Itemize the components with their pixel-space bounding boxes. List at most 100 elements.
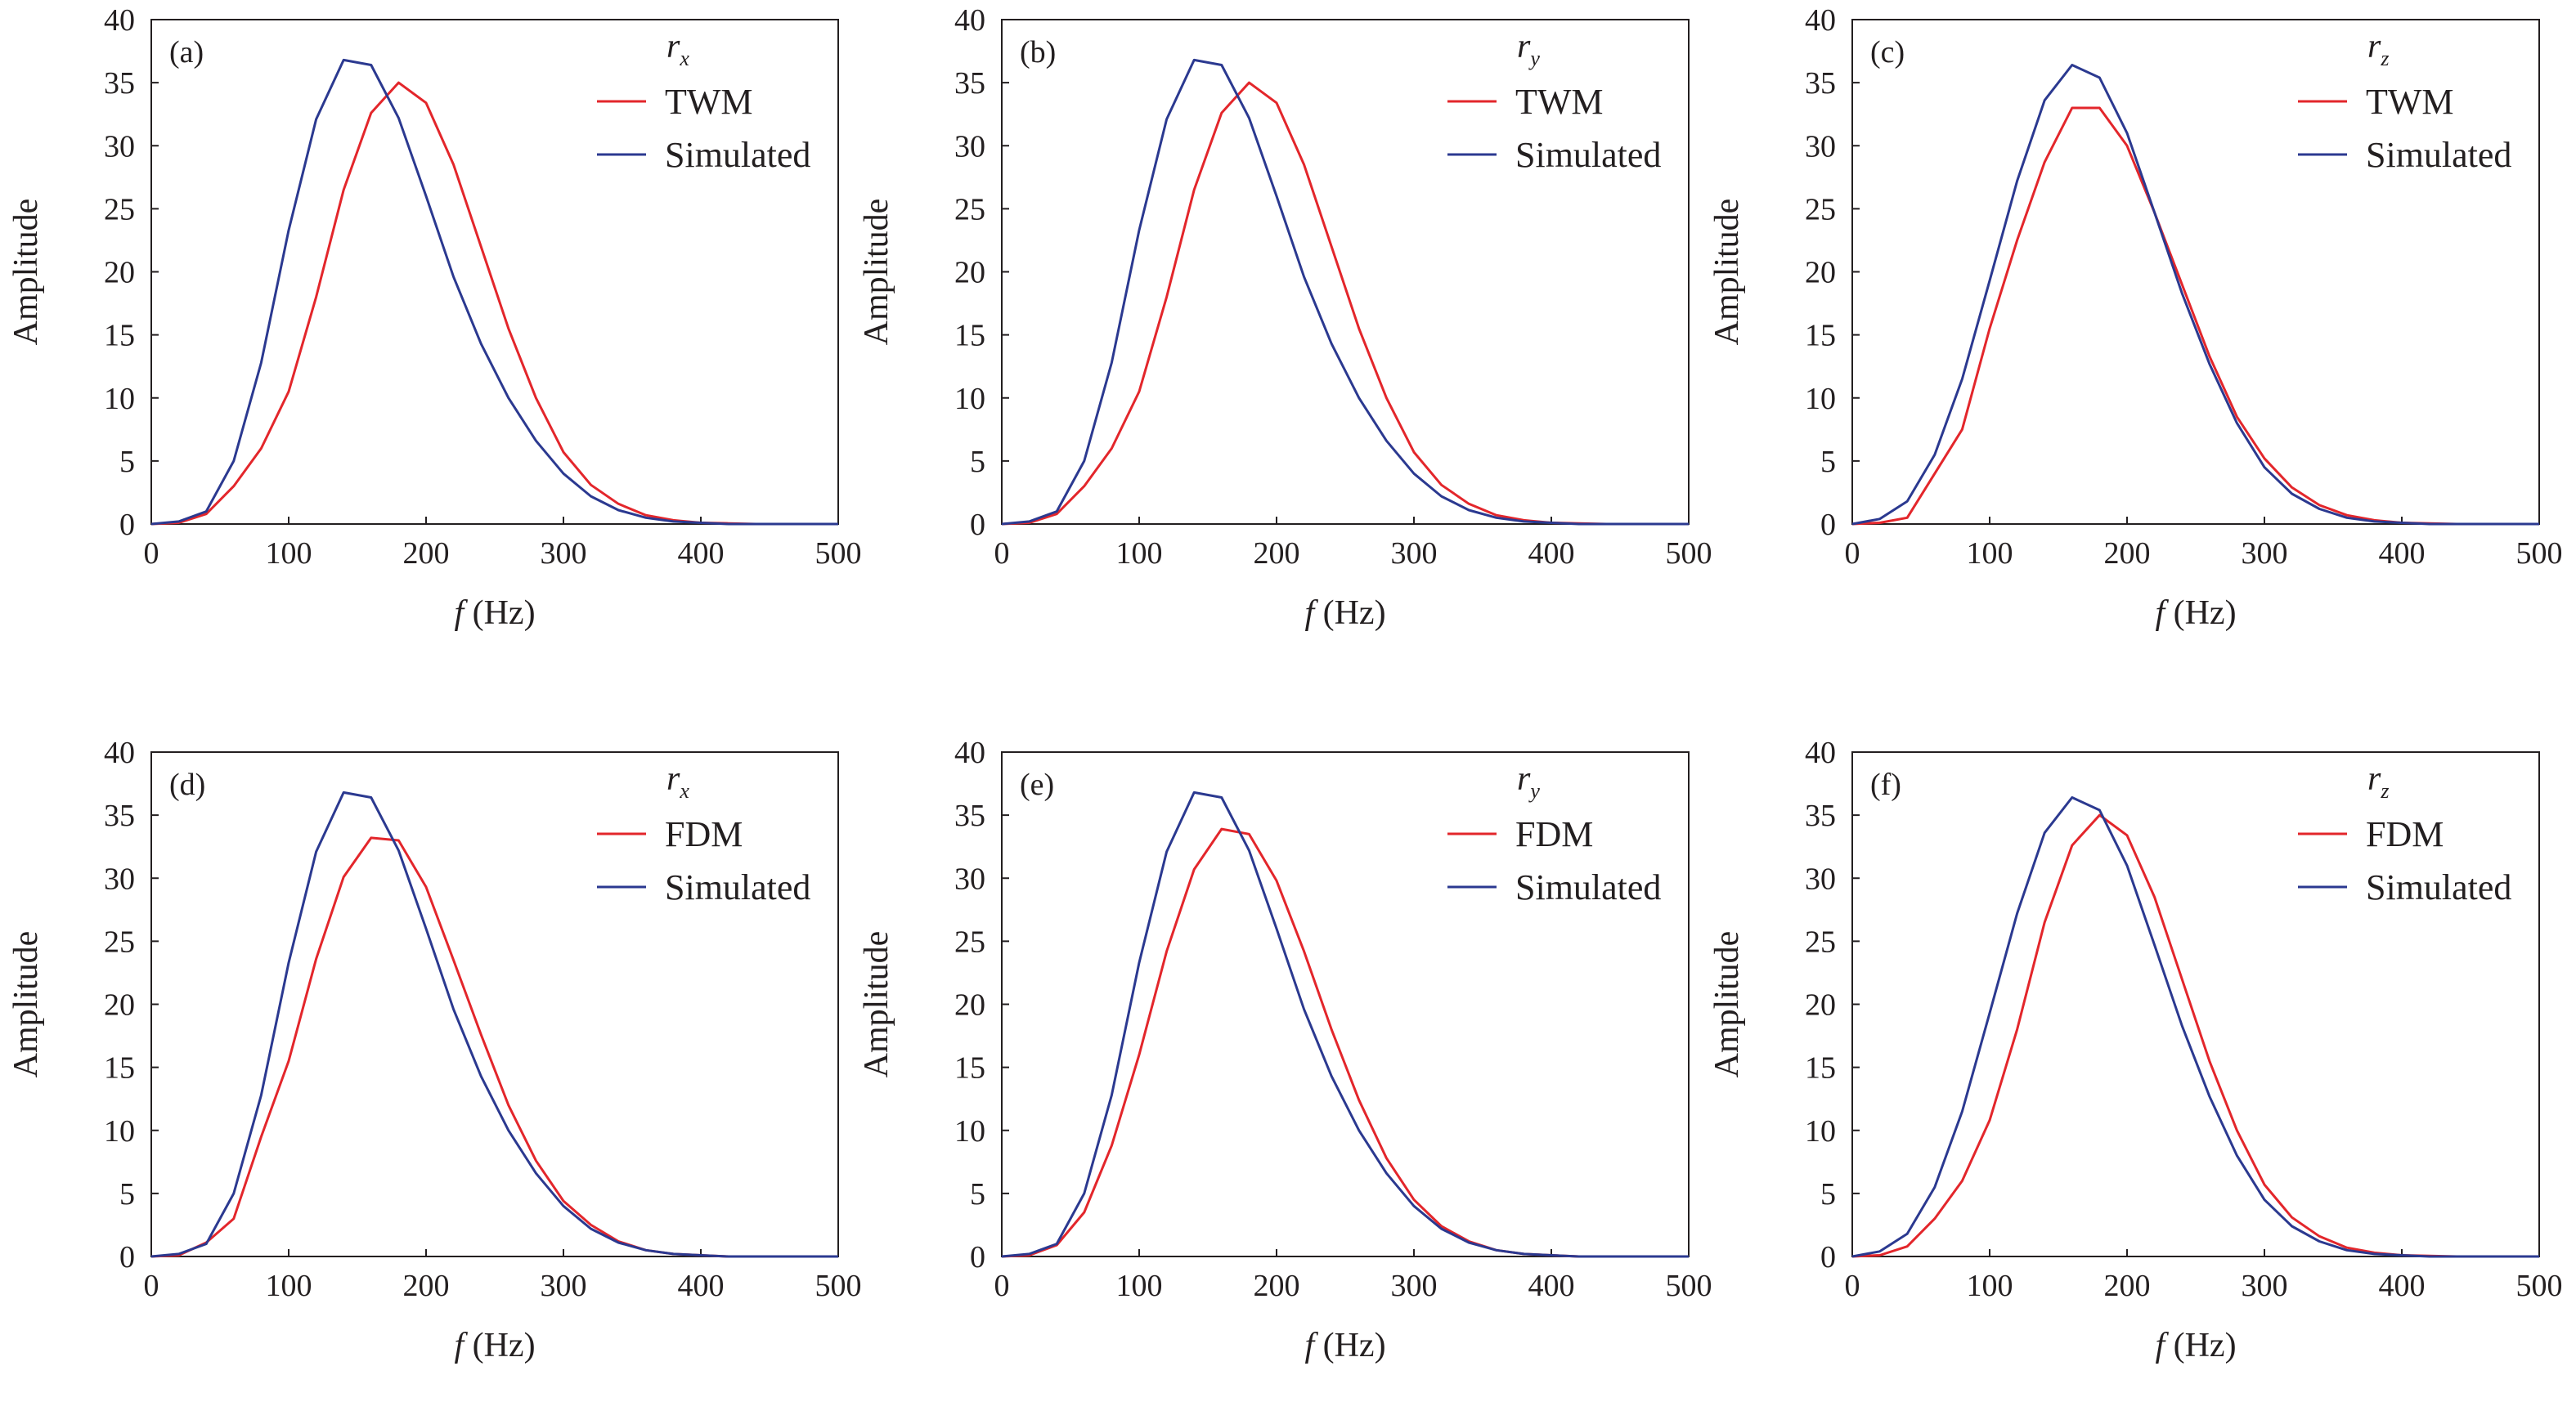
panel-3-component-label: rz: [2367, 28, 2389, 70]
panel-2-y-axis-title: Amplitude: [858, 199, 895, 346]
panel-4-x-tick-label: 500: [815, 1269, 862, 1303]
panel-1-x-tick-label: 400: [678, 536, 725, 571]
panel-5: 0 100 200 300 400 500 0 5 10 15 20 25 30 35 40 f (Hz) Am…: [858, 736, 1712, 1364]
panel-3-x-tick-label: 100: [1967, 536, 2013, 571]
panel-1-x-tick-label: 100: [266, 536, 312, 571]
panel-6-panel-label: (f): [1870, 768, 1901, 802]
panel-6-y-tick-label: 15: [1805, 1051, 1836, 1086]
panel-2-x-tick-label: 400: [1528, 536, 1575, 571]
panel-6-legend-label-simulated: Simulated: [2366, 867, 2511, 907]
panel-5-legend-label-fdm: FDM: [1515, 814, 1593, 854]
panel-5-y-axis-title: Amplitude: [858, 931, 895, 1078]
panel-3: 0 100 200 300 400 500 0 5 10 15 20 25 30 35 40 f (Hz) Am…: [1708, 3, 2563, 632]
panel-4-y-tick-label: 10: [104, 1114, 135, 1149]
panel-1-x-tick-label: 200: [403, 536, 450, 571]
panel-1-y-tick-label: 30: [104, 129, 135, 163]
panel-6-legend-label-fdm: FDM: [2366, 814, 2444, 854]
panel-6-x-tick-label: 200: [2104, 1269, 2151, 1303]
panel-3-y-tick-label: 25: [1805, 192, 1836, 226]
panel-4-y-tick-label: 35: [104, 799, 135, 833]
panel-6-y-tick-label: 0: [1820, 1240, 1836, 1274]
panel-3-y-tick-label: 40: [1805, 3, 1836, 38]
panel-3-x-axis-title: f (Hz): [2155, 594, 2236, 632]
panel-1-y-tick-label: 20: [104, 256, 135, 290]
panel-5-x-tick-label: 500: [1666, 1269, 1712, 1303]
panel-5-y-tick-label: 0: [970, 1240, 985, 1274]
panel-2-y-tick-label: 0: [970, 508, 985, 542]
panel-2-y-tick-label: 35: [954, 66, 985, 101]
panel-6-x-tick-label: 0: [1845, 1269, 1860, 1303]
panel-1-y-tick-label: 25: [104, 192, 135, 226]
panel-2-series-simulated-line: [1001, 58, 1689, 526]
panel-5-y-tick-label: 15: [954, 1051, 985, 1086]
panel-4-panel-label: (d): [169, 768, 205, 802]
panel-6-y-tick-label: 10: [1805, 1114, 1836, 1149]
panel-2-x-tick-label: 200: [1254, 536, 1300, 571]
panel-4-y-axis-title: Amplitude: [7, 931, 45, 1078]
panel-4-x-axis-title: f (Hz): [454, 1327, 535, 1364]
panel-3-series-simulated-line: [1851, 64, 2539, 526]
panel-5-y-tick-label: 30: [954, 862, 985, 896]
panel-2-panel-label: (b): [1020, 35, 1056, 69]
panel-6-series-simulated-line: [1851, 796, 2539, 1258]
panel-2-y-tick-label: 10: [954, 382, 985, 416]
panel-5-x-tick-label: 0: [994, 1269, 1010, 1303]
panel-3-y-tick-label: 15: [1805, 319, 1836, 353]
panel-6-y-tick-label: 30: [1805, 862, 1836, 896]
panel-3-y-tick-label: 0: [1820, 508, 1836, 542]
panel-6-y-tick-label: 20: [1805, 988, 1836, 1023]
panel-5-legend-label-simulated: Simulated: [1515, 867, 1661, 907]
panel-4-x-tick-label: 300: [541, 1269, 587, 1303]
panel-6-x-tick-label: 100: [1967, 1269, 2013, 1303]
panel-5-y-tick-label: 40: [954, 736, 985, 770]
panel-1-y-tick-label: 40: [104, 3, 135, 38]
panel-6-x-tick-label: 300: [2242, 1269, 2288, 1303]
panel-6-y-tick-label: 35: [1805, 799, 1836, 833]
panel-4-y-tick-label: 30: [104, 862, 135, 896]
panel-1-y-tick-label: 35: [104, 66, 135, 101]
panel-2-legend-label-twm: TWM: [1515, 82, 1604, 122]
panel-1-x-tick-label: 500: [815, 536, 862, 571]
panel-2-component-label: ry: [1517, 28, 1540, 70]
panel-3-legend-label-twm: TWM: [2366, 82, 2454, 122]
panel-1-y-axis-title: Amplitude: [7, 199, 45, 346]
panel-6-x-axis-title: f (Hz): [2155, 1327, 2236, 1364]
panel-6-component-label: rz: [2367, 760, 2389, 803]
panel-6-x-tick-label: 400: [2379, 1269, 2426, 1303]
panel-3-x-tick-label: 300: [2242, 536, 2288, 571]
panel-2: 0 100 200 300 400 500 0 5 10 15 20 25 30 35 40 f (Hz) Am…: [858, 3, 1712, 632]
panel-2-y-tick-label: 20: [954, 256, 985, 290]
panel-1-x-tick-label: 0: [144, 536, 159, 571]
panel-5-x-tick-label: 100: [1116, 1269, 1163, 1303]
panel-2-y-tick-label: 25: [954, 192, 985, 226]
panel-2-x-tick-label: 500: [1666, 536, 1712, 571]
panel-4-y-tick-label: 25: [104, 925, 135, 959]
panel-2-y-tick-label: 15: [954, 319, 985, 353]
panel-4-legend-label-simulated: Simulated: [665, 867, 810, 907]
panel-4-y-tick-label: 40: [104, 736, 135, 770]
panel-5-panel-label: (e): [1020, 768, 1054, 802]
panel-4-x-tick-label: 100: [266, 1269, 312, 1303]
panel-3-y-tick-label: 35: [1805, 66, 1836, 101]
panel-4-y-tick-label: 15: [104, 1051, 135, 1086]
panel-2-x-axis-title: f (Hz): [1304, 594, 1385, 632]
panel-1-y-tick-label: 15: [104, 319, 135, 353]
panel-3-x-tick-label: 0: [1845, 536, 1860, 571]
panel-3-x-tick-label: 400: [2379, 536, 2426, 571]
panel-5-x-tick-label: 400: [1528, 1269, 1575, 1303]
panel-2-legend-label-simulated: Simulated: [1515, 135, 1661, 175]
panel-2-y-tick-label: 40: [954, 3, 985, 38]
panel-5-y-tick-label: 20: [954, 988, 985, 1023]
panel-2-x-tick-label: 100: [1116, 536, 1163, 571]
panel-6-y-tick-label: 40: [1805, 736, 1836, 770]
panel-1-y-tick-label: 0: [119, 508, 135, 542]
panel-6-y-tick-label: 25: [1805, 925, 1836, 959]
panel-4-y-tick-label: 5: [119, 1177, 135, 1212]
panel-3-y-axis-title: Amplitude: [1708, 199, 1746, 346]
panel-4-y-tick-label: 0: [119, 1240, 135, 1274]
panel-3-y-tick-label: 30: [1805, 129, 1836, 163]
panel-6-x-tick-label: 500: [2516, 1269, 2563, 1303]
panel-5-x-tick-label: 300: [1391, 1269, 1438, 1303]
panel-1-legend-label-simulated: Simulated: [665, 135, 810, 175]
